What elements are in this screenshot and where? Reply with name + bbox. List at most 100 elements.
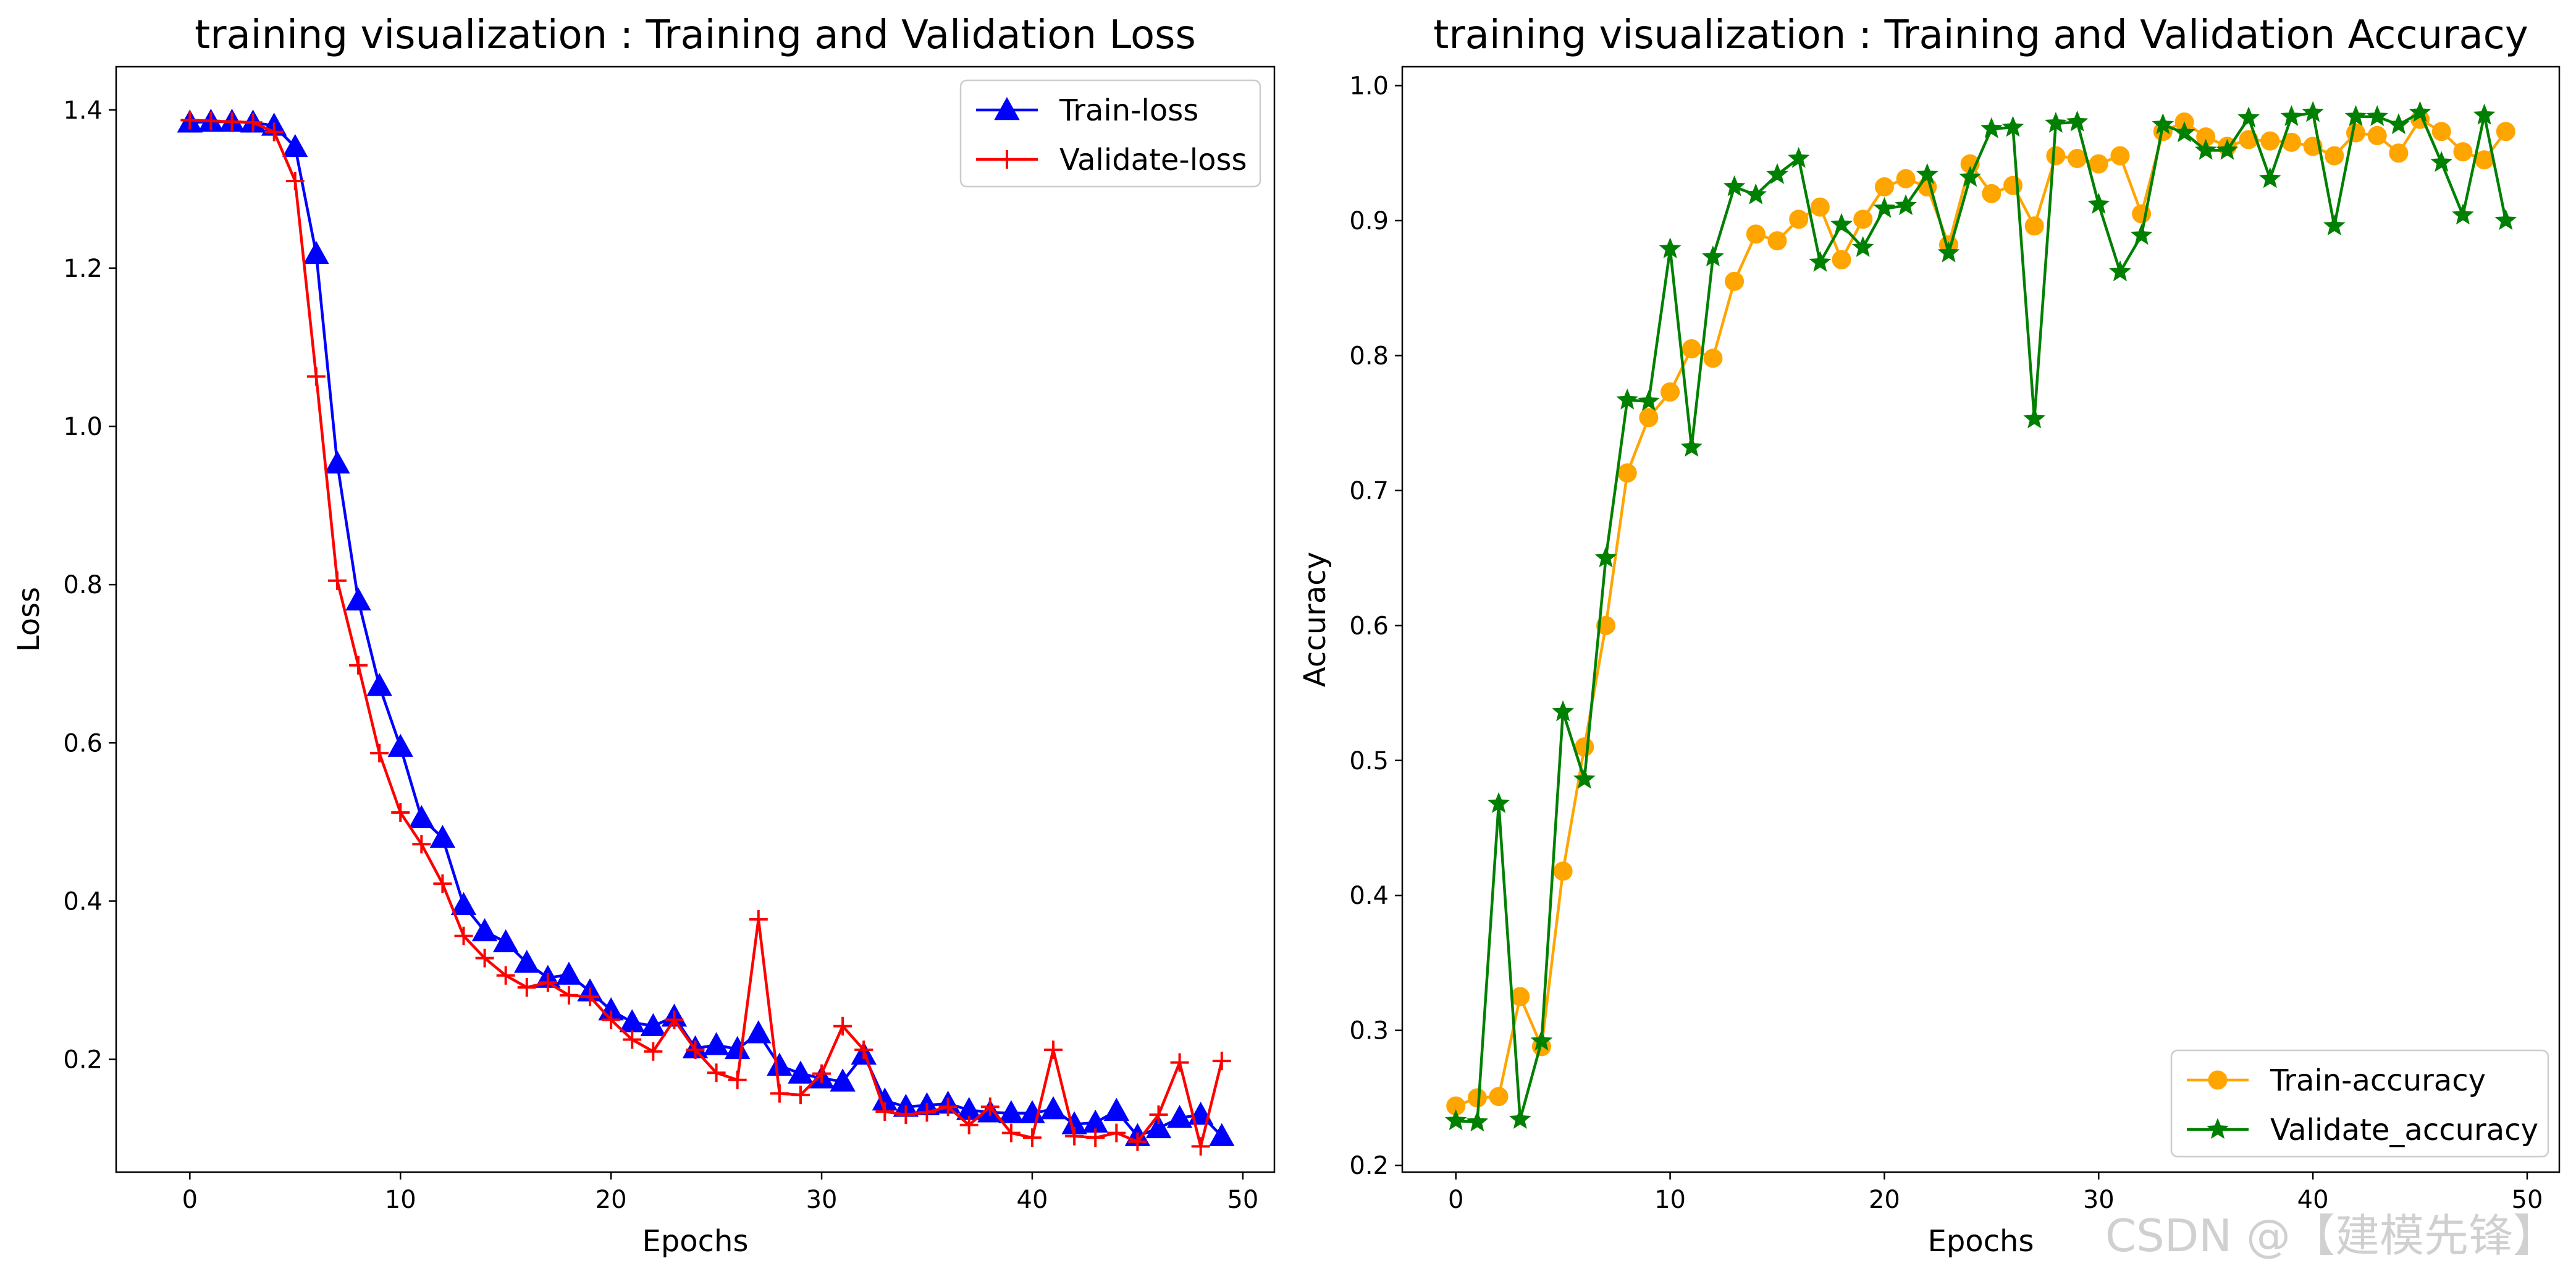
data-point	[2003, 175, 2023, 195]
y-tick-label: 0.4	[1349, 882, 1389, 910]
legend-marker	[994, 96, 1020, 120]
data-point	[707, 1063, 726, 1083]
data-point	[370, 743, 389, 762]
data-point	[306, 367, 326, 386]
data-point	[665, 1010, 684, 1029]
data-point	[1766, 163, 1788, 184]
accuracy-chart: 0 10 20 30 40 50 0.2 0.3 0.4 0.5 0.6 0.7 0.8 0.9 1.0 tr…	[1298, 12, 2561, 1259]
data-point	[830, 1068, 856, 1092]
data-point	[703, 1032, 730, 1055]
y-axis-label: Accuracy	[1298, 552, 1332, 687]
data-point	[559, 986, 578, 1005]
x-axis-label: Epochs	[1928, 1224, 2034, 1259]
data-point	[2001, 116, 2024, 137]
data-point	[1725, 271, 1745, 291]
data-point	[1682, 339, 1701, 359]
data-point	[2024, 216, 2044, 236]
data-point	[1787, 146, 1810, 168]
data-point	[454, 926, 473, 945]
data-point	[2494, 209, 2517, 230]
data-point	[2430, 151, 2452, 172]
series-line-train-accuracy	[1455, 117, 2507, 1108]
data-point	[1723, 175, 1746, 196]
legend-label: Train-accuracy	[2270, 1063, 2486, 1098]
data-point	[2473, 103, 2496, 125]
data-point	[1638, 389, 1660, 411]
data-point	[1659, 237, 1682, 258]
watermark-text: CSDN @【建模先锋】	[2105, 1210, 2557, 1262]
x-axis-label: Epochs	[642, 1224, 749, 1259]
data-point	[1489, 1087, 1509, 1107]
y-tick-label: 0.3	[1349, 1017, 1389, 1045]
data-point	[2110, 146, 2130, 166]
data-point	[1789, 209, 1809, 229]
data-point	[1661, 382, 1680, 402]
legend-marker	[2208, 1070, 2228, 1090]
data-point	[556, 961, 582, 985]
data-point	[1809, 251, 1832, 272]
y-tick-label: 0.6	[63, 729, 103, 758]
data-point	[1575, 737, 1594, 757]
data-point	[623, 1030, 642, 1049]
chart-title: training visualization : Training and Va…	[195, 12, 1196, 58]
data-point	[1103, 1097, 1130, 1121]
data-point	[644, 1042, 663, 1061]
data-point	[243, 113, 263, 132]
data-point	[2089, 154, 2108, 174]
data-point	[1616, 388, 1638, 410]
y-axis-label: Loss	[12, 587, 46, 652]
data-point	[2409, 101, 2431, 122]
data-point	[1466, 1110, 1489, 1132]
data-point	[1086, 1128, 1105, 1147]
x-tick-label: 50	[2512, 1186, 2543, 1214]
data-point	[450, 892, 477, 915]
data-point	[1853, 209, 1873, 229]
data-point	[896, 1105, 915, 1125]
data-point	[1851, 235, 1874, 257]
data-point	[1810, 197, 1830, 217]
data-point	[1044, 1041, 1063, 1060]
data-point	[2194, 138, 2217, 160]
data-point	[686, 1041, 705, 1060]
data-point	[1896, 169, 1916, 188]
data-point	[2366, 105, 2388, 127]
data-point	[791, 1086, 810, 1105]
data-point	[619, 1009, 645, 1032]
x-tick-label: 30	[806, 1186, 838, 1214]
data-point	[1128, 1132, 1147, 1151]
axes-frame	[115, 65, 1276, 1173]
data-point	[640, 1013, 667, 1036]
data-point	[2173, 121, 2195, 143]
y-tick-label: 0.2	[63, 1046, 103, 1074]
data-point	[2260, 131, 2280, 151]
data-point	[471, 918, 498, 942]
series-line-train-loss	[190, 120, 1223, 1138]
data-point	[724, 1036, 751, 1060]
data-point	[1680, 436, 1703, 457]
series-group	[1444, 101, 2517, 1132]
data-point	[2087, 193, 2110, 214]
data-point	[1509, 1108, 1531, 1129]
legend-box	[2170, 1049, 2549, 1158]
data-point	[2453, 142, 2473, 162]
data-point	[285, 172, 305, 191]
data-point	[998, 1100, 1024, 1123]
data-point	[408, 804, 435, 829]
data-point	[728, 1070, 747, 1089]
data-point	[1874, 177, 1894, 196]
loss-chart: 0 10 20 30 40 50 0.2 0.4 0.6 0.8 1.0 1.2 1.4 training…	[12, 12, 1276, 1259]
legend-label: Validate_accuracy	[2270, 1113, 2538, 1147]
data-point	[1530, 1029, 1553, 1051]
data-point	[1149, 1105, 1168, 1125]
data-point	[2496, 122, 2515, 141]
legend-marker	[998, 150, 1016, 169]
data-point	[303, 240, 329, 264]
axes-frame	[1401, 65, 2561, 1173]
x-tick-label: 20	[596, 1186, 627, 1214]
y-tick-label: 0.9	[1349, 207, 1389, 235]
data-point	[2344, 105, 2367, 127]
data-point	[2023, 407, 2045, 429]
data-point	[1830, 213, 1853, 234]
y-tick-label: 0.8	[1349, 342, 1389, 370]
data-point	[1594, 546, 1617, 568]
